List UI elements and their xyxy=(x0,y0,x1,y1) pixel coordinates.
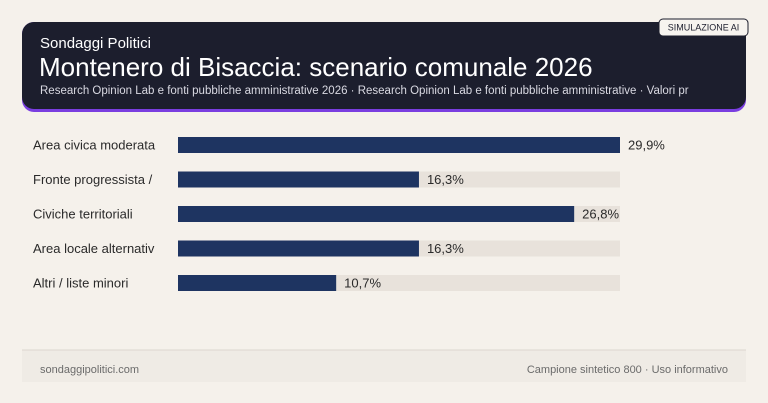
chart-title: Montenero di Bisaccia: scenario comunale… xyxy=(39,52,593,82)
footer-right: Campione sintetico 800 · Uso informativo xyxy=(527,364,728,376)
footer-left: sondaggipolitici.com xyxy=(40,364,139,376)
badge-text: SIMULAZIONE AI xyxy=(668,22,740,32)
category-label: Area civica moderata xyxy=(33,137,156,152)
value-label: 26,8% xyxy=(582,206,619,221)
bar xyxy=(178,240,419,257)
bar xyxy=(178,171,419,188)
category-label: Fronte progressista / xyxy=(33,172,153,187)
value-label: 16,3% xyxy=(427,172,464,187)
subtitle: Research Opinion Lab e fonti pubbliche a… xyxy=(40,85,689,97)
bar xyxy=(178,206,575,222)
bar xyxy=(178,275,337,291)
value-label: 16,3% xyxy=(427,241,464,256)
header xyxy=(22,22,746,109)
footer xyxy=(22,350,746,382)
value-label: 10,7% xyxy=(344,275,381,290)
bar xyxy=(178,137,620,153)
category-label: Civiche territoriali xyxy=(33,206,133,221)
category-label: Area locale alternativ xyxy=(33,241,155,256)
category-label: Altri / liste minori xyxy=(33,275,128,290)
value-label: 29,9% xyxy=(628,137,665,152)
kicker: Sondaggi Politici xyxy=(40,35,151,52)
badge xyxy=(658,18,749,37)
